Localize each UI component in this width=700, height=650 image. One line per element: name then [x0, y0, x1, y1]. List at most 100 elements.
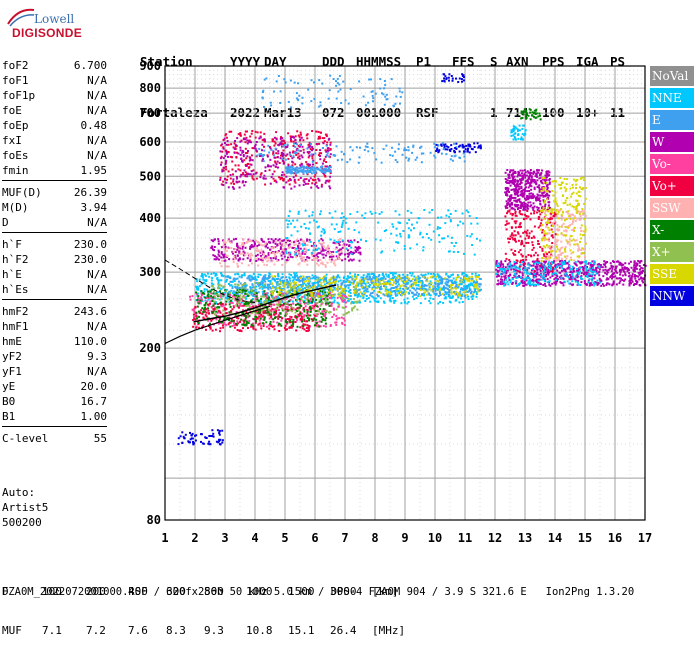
echo-point: [341, 151, 343, 153]
echo-point: [376, 287, 378, 289]
echo-point: [584, 280, 586, 282]
echo-point: [289, 293, 291, 295]
echo-point: [244, 297, 246, 299]
echo-point: [342, 220, 344, 222]
echo-point: [338, 241, 340, 243]
echo-point: [302, 156, 304, 158]
echo-point: [294, 139, 296, 141]
echo-point: [238, 307, 240, 309]
echo-point: [239, 132, 241, 134]
echo-point: [195, 307, 197, 309]
echo-point: [291, 316, 293, 318]
echo-point: [210, 273, 212, 275]
echo-point: [228, 322, 230, 324]
echo-point: [239, 134, 241, 136]
echo-point: [287, 132, 289, 134]
echo-point: [303, 149, 305, 151]
echo-point: [297, 297, 299, 299]
echo-point: [380, 292, 382, 294]
echo-point: [208, 304, 210, 306]
echo-point: [468, 298, 470, 300]
echo-point: [416, 243, 418, 245]
echo-point: [274, 141, 276, 143]
echo-point: [236, 178, 238, 180]
echo-point: [325, 278, 327, 280]
echo-point: [479, 240, 481, 242]
echo-point: [270, 165, 272, 167]
echo-point: [324, 294, 326, 296]
echo-point: [440, 144, 442, 146]
echo-point: [202, 325, 204, 327]
echo-point: [271, 149, 273, 151]
echo-point: [264, 243, 266, 245]
echo-point: [273, 171, 275, 173]
echo-point: [367, 278, 369, 280]
echo-point: [286, 259, 288, 261]
echo-point: [255, 137, 257, 139]
echo-point: [309, 233, 311, 235]
echo-point: [469, 280, 471, 282]
echo-point: [385, 278, 387, 280]
echo-point: [308, 280, 310, 282]
echo-point: [283, 186, 285, 188]
echo-point: [365, 146, 367, 148]
echo-point: [376, 278, 378, 280]
echo-point: [408, 219, 410, 221]
echo-point: [302, 139, 304, 141]
echo-point: [333, 308, 335, 310]
echo-point: [277, 167, 279, 169]
echo-point: [228, 258, 230, 260]
echo-point: [370, 78, 372, 80]
echo-point: [233, 188, 235, 190]
echo-point: [178, 437, 180, 439]
echo-point: [329, 176, 331, 178]
echo-point: [218, 250, 220, 252]
echo-point: [298, 279, 300, 281]
echo-point: [295, 244, 297, 246]
echo-point: [302, 97, 304, 99]
echo-point: [255, 316, 257, 318]
echo-point: [333, 262, 335, 264]
echo-point: [349, 241, 351, 243]
echo-point: [372, 296, 374, 298]
echo-point: [238, 168, 240, 170]
echo-point: [448, 216, 450, 218]
echo-point: [353, 259, 355, 261]
echo-point: [294, 186, 296, 188]
echo-point: [335, 85, 337, 87]
echo-point: [356, 146, 358, 148]
echo-point: [328, 291, 330, 293]
echo-point: [230, 242, 232, 244]
echo-point: [368, 278, 370, 280]
echo-point: [311, 130, 313, 132]
echo-point: [307, 89, 309, 91]
echo-point: [282, 240, 284, 242]
echo-point: [417, 295, 419, 297]
echo-point: [337, 91, 339, 93]
echo-point: [475, 273, 477, 275]
echo-point: [289, 309, 291, 311]
echo-point: [264, 139, 266, 141]
echo-point: [244, 169, 246, 171]
echo-point: [203, 311, 205, 313]
echo-point: [268, 309, 270, 311]
echo-point: [342, 281, 344, 283]
echo-point: [306, 264, 308, 266]
echo-point: [405, 291, 407, 293]
echo-point: [430, 239, 432, 241]
echo-point: [252, 147, 254, 149]
echo-point: [283, 174, 285, 176]
echo-point: [322, 163, 324, 165]
echo-point: [284, 284, 286, 286]
echo-point: [273, 321, 275, 323]
echo-point: [322, 295, 324, 297]
echo-point: [245, 141, 247, 143]
echo-point: [234, 273, 236, 275]
echo-point: [343, 153, 345, 155]
echo-point: [222, 324, 224, 326]
echo-point: [466, 286, 468, 288]
echo-point: [411, 224, 413, 226]
echo-point: [370, 211, 372, 213]
echo-point: [455, 143, 457, 145]
echo-point: [259, 310, 261, 312]
